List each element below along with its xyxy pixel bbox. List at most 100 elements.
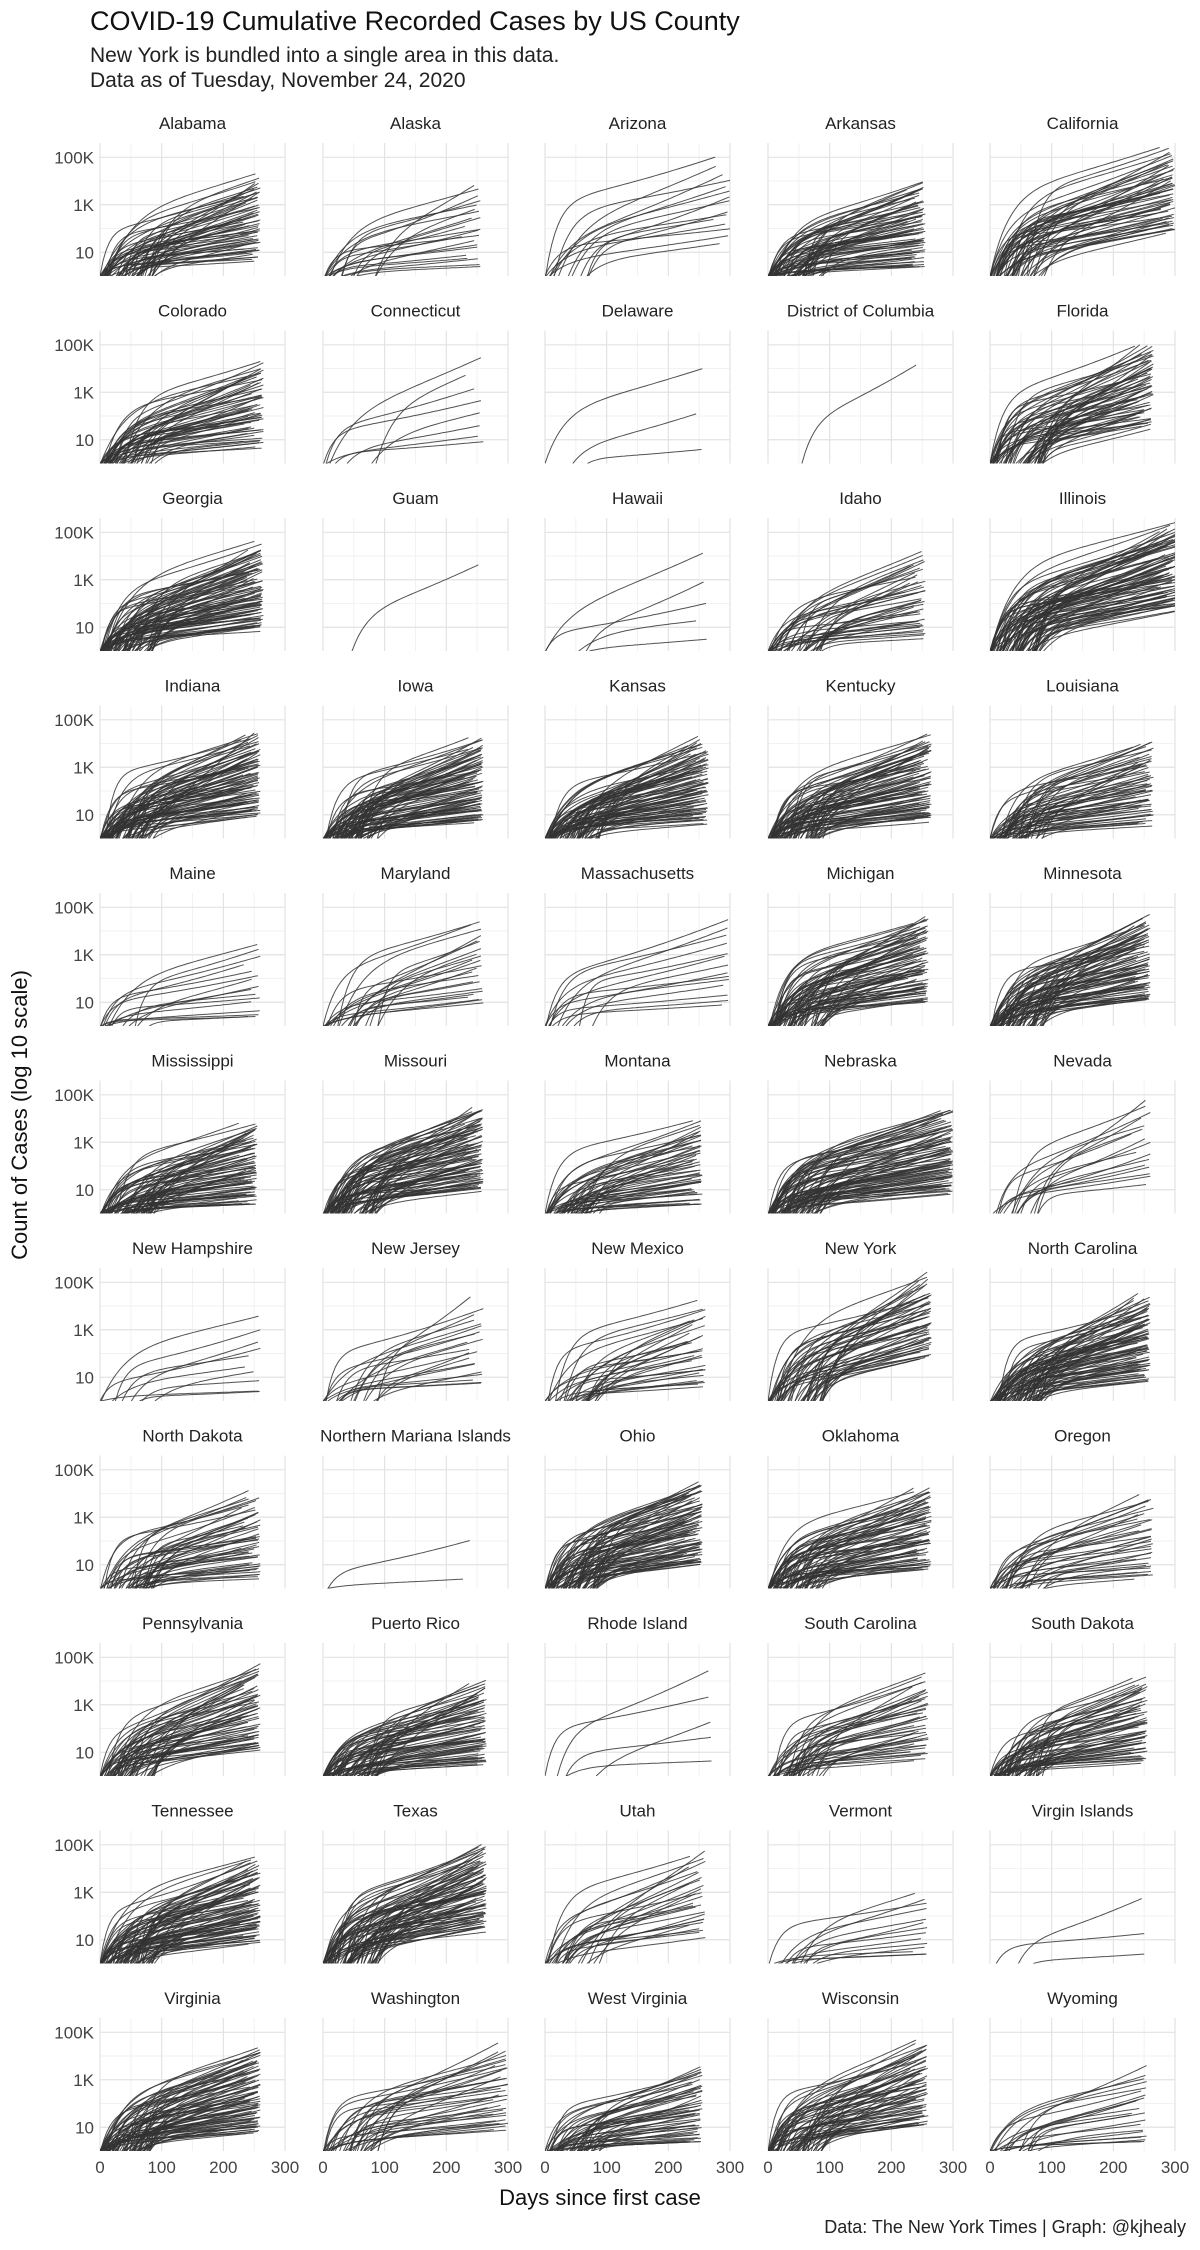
county-line: [800, 1354, 931, 1401]
facet-panel-massachusetts: Massachusetts: [544, 864, 731, 1026]
facet-panel-new-mexico: New Mexico: [544, 1239, 731, 1401]
facet-title-pennsylvania: Pennsylvania: [142, 1614, 244, 1633]
county-line: [819, 582, 911, 651]
county-line: [996, 373, 1152, 464]
county-line: [100, 767, 249, 839]
county-line: [328, 1861, 487, 1964]
county-line: [773, 1698, 926, 1776]
county-line: [1030, 1677, 1133, 1776]
county-line: [768, 998, 924, 1026]
county-line: [323, 924, 472, 1026]
county-line: [354, 971, 473, 1026]
county-line: [329, 357, 482, 464]
county-line: [769, 1148, 949, 1214]
county-line: [100, 1140, 256, 1214]
chart-subtitle-line-1: New York is bundled into a single area i…: [90, 44, 560, 67]
county-line: [566, 1760, 712, 1776]
county-line: [341, 200, 481, 276]
county-line: [323, 1725, 475, 1776]
county-line: [776, 224, 916, 276]
county-line: [105, 1191, 251, 1214]
y-tick-label: 10: [75, 1743, 94, 1762]
county-line: [115, 549, 262, 651]
county-line: [780, 1566, 929, 1589]
facet-panel-new-hampshire: New Hampshire 10 1K 100K: [54, 1239, 286, 1401]
county-line: [788, 1676, 922, 1776]
county-line: [1030, 414, 1137, 464]
county-line: [109, 808, 258, 839]
county-line: [103, 1691, 253, 1776]
county-line: [768, 239, 923, 276]
county-line: [328, 236, 462, 276]
county-line: [1002, 1359, 1148, 1401]
county-line: [1019, 825, 1153, 839]
county-line: [817, 992, 926, 1026]
county-line: [545, 1350, 703, 1401]
facet-panel-wisconsin: Wisconsin 0 100 200 300: [763, 1989, 967, 2177]
county-line: [1029, 598, 1175, 651]
facet-title-michigan: Michigan: [826, 864, 894, 883]
x-tick-label: 300: [494, 2158, 522, 2177]
county-line: [794, 1129, 953, 1214]
county-line: [553, 190, 730, 276]
county-line: [1017, 1344, 1148, 1401]
county-line: [324, 999, 480, 1026]
county-lines-nevada: [992, 1099, 1151, 1214]
county-line: [108, 2132, 254, 2151]
county-line: [992, 2112, 1132, 2151]
county-line: [129, 442, 260, 464]
county-line: [557, 927, 728, 1026]
county-line: [100, 748, 256, 839]
county-line: [1042, 1565, 1152, 1589]
county-line: [100, 1872, 261, 1964]
county-line: [545, 942, 728, 1026]
county-line: [772, 257, 912, 276]
county-line: [1012, 528, 1168, 651]
county-line: [569, 1931, 700, 1964]
facet-title-colorado: Colorado: [158, 302, 227, 321]
county-line: [103, 1509, 256, 1589]
county-line: [819, 580, 926, 651]
facet-title-massachusetts: Massachusetts: [581, 864, 694, 883]
county-line: [102, 578, 258, 651]
county-line: [545, 1871, 698, 1964]
county-line: [595, 1721, 711, 1776]
county-line: [990, 1373, 1139, 1401]
county-line: [772, 773, 928, 839]
county-line: [573, 1164, 701, 1214]
county-line: [105, 1001, 252, 1026]
y-tick-label: 100K: [54, 148, 94, 167]
county-line: [326, 1158, 473, 1214]
county-line: [994, 789, 1147, 839]
county-line: [576, 777, 692, 839]
county-line: [774, 926, 921, 1026]
county-line: [1019, 972, 1138, 1026]
county-line: [105, 1859, 252, 1964]
county-line: [100, 581, 256, 651]
county-line: [548, 803, 691, 839]
county-line: [326, 1133, 467, 1214]
county-line: [768, 1167, 950, 1214]
county-line: [990, 585, 1175, 651]
county-line: [768, 613, 921, 651]
county-line: [996, 213, 1158, 276]
county-line: [113, 1541, 260, 1589]
county-line: [990, 575, 1170, 651]
county-line: [996, 359, 1152, 464]
county-line: [768, 1737, 929, 1776]
county-line: [769, 197, 915, 276]
county-lines-indiana: [100, 732, 261, 839]
facet-panel-delaware: Delaware: [544, 302, 731, 464]
county-lines-new-hampshire: [100, 1315, 261, 1401]
county-line: [1013, 1574, 1153, 1589]
county-line: [992, 956, 1150, 1026]
county-line: [773, 937, 917, 1026]
county-line: [363, 1908, 469, 1964]
county-line: [148, 1199, 257, 1214]
facet-panel-oregon: Oregon: [989, 1427, 1176, 1589]
chart-caption: Data: The New York Times | Graph: @kjhea…: [824, 2217, 1186, 2237]
county-line: [548, 994, 728, 1026]
county-line: [111, 1172, 257, 1214]
county-line: [100, 1504, 249, 1589]
county-line: [1033, 1099, 1146, 1214]
